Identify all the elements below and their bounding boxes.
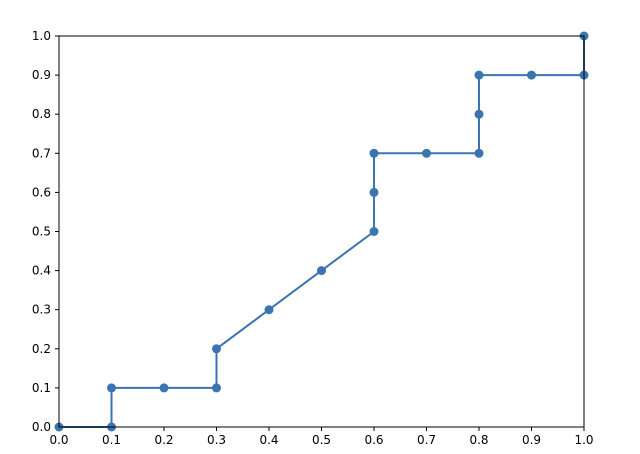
y-tick-label: 0.2 <box>32 342 51 356</box>
data-point <box>369 187 379 197</box>
data-point <box>527 70 536 80</box>
x-tick-label: 0.1 <box>102 433 121 447</box>
x-tick-label: 0.0 <box>49 433 68 447</box>
x-tick-label: 0.9 <box>522 433 541 447</box>
data-point <box>474 148 484 158</box>
x-tick-label: 0.5 <box>312 433 331 447</box>
y-tick-label: 0.6 <box>32 185 51 199</box>
y-tick-label: 0.3 <box>32 303 51 317</box>
x-axis: 0.0 0.1 0.2 0.3 0.4 0.5 0.6 0.7 0.8 0.9 1.0 <box>49 427 594 447</box>
x-tick-label: 0.7 <box>417 433 436 447</box>
y-tick-label: 0.8 <box>32 107 51 121</box>
data-point <box>107 383 116 393</box>
data-point <box>159 383 169 393</box>
x-tick-label: 1.0 <box>574 433 593 447</box>
series-layer <box>54 31 589 432</box>
y-tick-label: 0.4 <box>32 264 51 278</box>
x-tick-label: 0.3 <box>207 433 226 447</box>
data-point <box>474 109 484 119</box>
y-tick-label: 1.0 <box>32 29 51 43</box>
data-point <box>212 344 221 354</box>
x-tick-label: 0.2 <box>154 433 173 447</box>
x-tick-label: 0.6 <box>364 433 383 447</box>
data-point <box>317 266 326 276</box>
data-point <box>422 148 431 158</box>
y-tick-label: 0.1 <box>32 381 51 395</box>
data-point <box>264 305 274 315</box>
y-tick-label: 0.9 <box>32 68 51 82</box>
plot-area <box>59 36 584 427</box>
series-line <box>59 36 585 428</box>
y-tick-label: 0.0 <box>32 420 51 434</box>
plot-frame <box>58 35 585 428</box>
y-axis: 0.0 0.1 0.2 0.3 0.4 0.5 0.6 0.7 0.8 0.9 1.0 <box>32 29 59 434</box>
y-tick-label: 0.5 <box>32 225 51 239</box>
data-point <box>369 148 379 158</box>
data-point <box>369 227 379 236</box>
data-point <box>212 383 221 393</box>
y-tick-label: 0.7 <box>32 146 51 160</box>
data-point <box>474 70 484 80</box>
x-tick-label: 0.8 <box>469 433 488 447</box>
x-tick-label: 0.4 <box>259 433 278 447</box>
